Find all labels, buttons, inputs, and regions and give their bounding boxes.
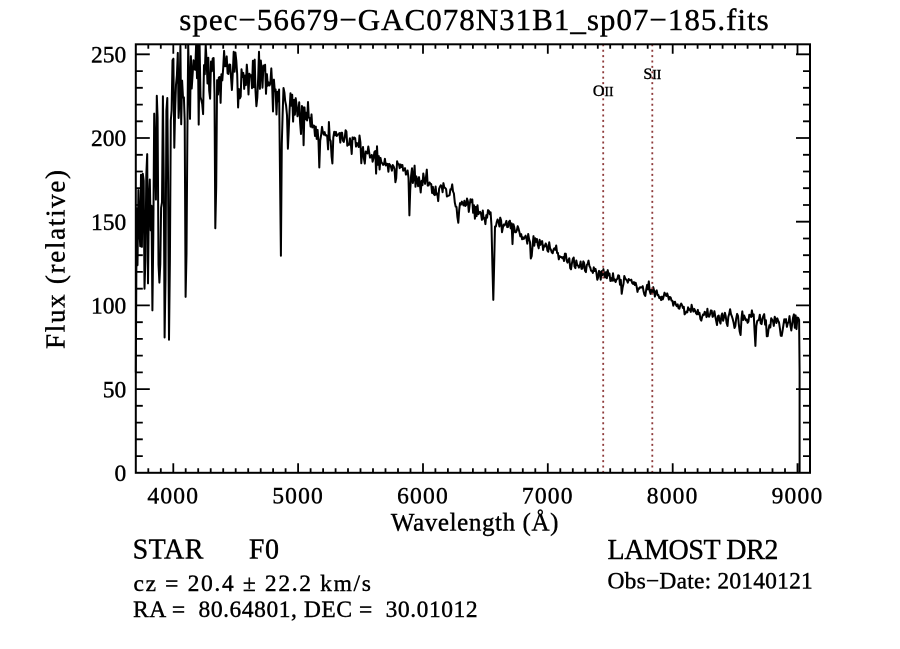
- svg-text:50: 50: [103, 377, 127, 403]
- svg-text:OII: OII: [593, 83, 614, 100]
- svg-text:9000: 9000: [772, 484, 824, 510]
- svg-text:150: 150: [91, 210, 126, 236]
- svg-text:5000: 5000: [272, 484, 324, 510]
- svg-text:0: 0: [115, 461, 127, 487]
- svg-text:250: 250: [91, 43, 126, 69]
- svg-text:8000: 8000: [647, 484, 699, 510]
- svg-text:cz = 20.4 ± 22.2 km/s: cz = 20.4 ± 22.2 km/s: [134, 571, 373, 597]
- svg-text:6000: 6000: [397, 484, 449, 510]
- svg-text:100: 100: [91, 294, 126, 320]
- svg-text:Flux (relative): Flux (relative): [41, 168, 71, 349]
- svg-text:7000: 7000: [522, 484, 574, 510]
- svg-text:4000: 4000: [147, 484, 199, 510]
- svg-text:Wavelength (Å): Wavelength (Å): [391, 510, 559, 537]
- svg-text:spec−56679−GAC078N31B1_sp07−18: spec−56679−GAC078N31B1_sp07−185.fits: [179, 2, 769, 37]
- svg-text:STAR F0: STAR F0: [133, 535, 280, 566]
- svg-text:RA = 80.64801, DEC = 30.0101: RA = 80.64801, DEC = 30.01012: [133, 597, 478, 623]
- svg-text:LAMOST DR2: LAMOST DR2: [608, 535, 779, 566]
- svg-text:200: 200: [91, 126, 126, 152]
- svg-text:SII: SII: [643, 66, 661, 83]
- svg-text:Obs−Date: 20140121: Obs−Date: 20140121: [608, 568, 813, 594]
